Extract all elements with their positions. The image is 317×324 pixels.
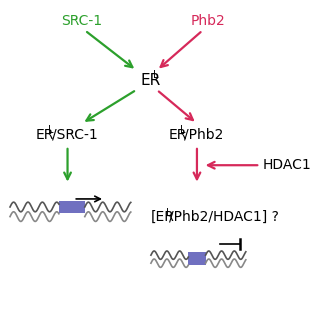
Text: L: L <box>48 125 54 135</box>
Text: L: L <box>166 208 172 218</box>
Text: [ER: [ER <box>151 210 175 224</box>
Text: ER: ER <box>141 73 161 87</box>
Text: ER: ER <box>168 128 187 142</box>
Text: /Phb2: /Phb2 <box>184 128 223 142</box>
Text: HDAC1: HDAC1 <box>263 158 312 172</box>
Text: SRC-1: SRC-1 <box>61 14 102 28</box>
Text: ER: ER <box>36 128 54 142</box>
FancyBboxPatch shape <box>188 252 205 265</box>
Text: /SRC-1: /SRC-1 <box>52 128 97 142</box>
Text: L: L <box>153 70 159 80</box>
Text: /Phb2/HDAC1] ?: /Phb2/HDAC1] ? <box>169 210 279 224</box>
Text: L: L <box>180 125 186 135</box>
Text: Phb2: Phb2 <box>191 14 226 28</box>
FancyBboxPatch shape <box>59 201 85 214</box>
